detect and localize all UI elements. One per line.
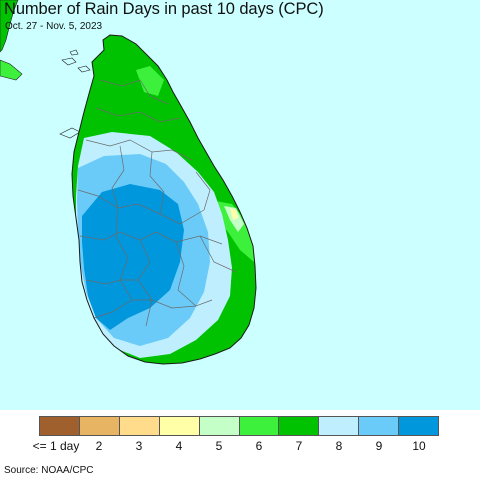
map-title: Number of Rain Days in past 10 days (CPC… bbox=[4, 0, 324, 18]
legend-label: 7 bbox=[295, 439, 303, 453]
legend-swatch bbox=[79, 417, 120, 435]
legend-label: 4 bbox=[175, 439, 183, 453]
legend-label: 2 bbox=[95, 439, 103, 453]
legend-label: 6 bbox=[255, 439, 263, 453]
legend-swatch bbox=[199, 417, 240, 435]
legend-swatch bbox=[319, 417, 360, 435]
legend-labels: <= 1 day 2 3 4 5 6 7 8 9 10 bbox=[33, 439, 439, 455]
island bbox=[61, 57, 77, 66]
district-boundaries bbox=[77, 79, 237, 327]
island bbox=[69, 49, 79, 56]
india-coast bbox=[0, 0, 19, 53]
legend-label: 10 bbox=[412, 439, 426, 453]
legend-label: 9 bbox=[375, 439, 383, 453]
date-range: Oct. 27 - Nov. 5, 2023 bbox=[5, 21, 103, 32]
legend-label: 5 bbox=[215, 439, 223, 453]
legend-swatch bbox=[159, 417, 200, 435]
legend-swatch bbox=[279, 417, 320, 435]
legend-swatch bbox=[40, 417, 80, 435]
legend-swatch bbox=[359, 417, 400, 435]
rain-days-map bbox=[0, 0, 480, 410]
zone-4-east bbox=[230, 208, 238, 220]
legend-label: <= 1 day bbox=[32, 439, 80, 453]
zone-10 bbox=[82, 184, 184, 330]
legend-label: 8 bbox=[335, 439, 343, 453]
legend-label: 3 bbox=[135, 439, 143, 453]
source-credit: Source: NOAA/CPC bbox=[4, 465, 94, 476]
color-legend bbox=[39, 416, 439, 436]
india-point bbox=[0, 59, 23, 81]
legend-swatch bbox=[119, 417, 160, 435]
zone-6-north bbox=[136, 66, 164, 96]
legend-swatch bbox=[239, 417, 280, 435]
legend-swatch bbox=[399, 417, 439, 435]
island bbox=[77, 65, 91, 73]
sri-lanka-coastline bbox=[71, 34, 257, 365]
